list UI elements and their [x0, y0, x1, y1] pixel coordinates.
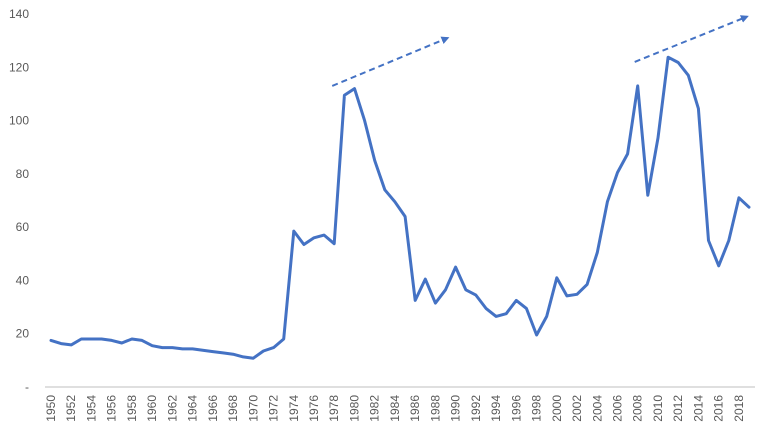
- trend-arrow: [331, 36, 450, 87]
- y-tick-label: 80: [16, 167, 30, 181]
- x-tick-label: 1992: [469, 395, 483, 422]
- x-tick-label: 1950: [44, 395, 58, 422]
- x-tick-label: 2000: [550, 395, 564, 422]
- y-tick-label: 40: [16, 273, 30, 287]
- x-tick-label: 1982: [368, 395, 382, 422]
- x-tick-label: 2004: [590, 395, 604, 422]
- x-tick-label: 1960: [145, 395, 159, 422]
- x-tick-label: 1970: [246, 395, 260, 422]
- x-tick-label: 1994: [489, 395, 503, 422]
- x-tick-label: 1962: [165, 395, 179, 422]
- x-tick-label: 2006: [610, 395, 624, 422]
- y-axis-tick-labels: - 20 40 60 80 100 120 140: [9, 7, 29, 394]
- trend-annotations: [331, 15, 749, 87]
- x-tick-label: 2016: [712, 395, 726, 422]
- series-lines: [49, 55, 751, 360]
- x-tick-label: 2002: [570, 395, 584, 422]
- y-tick-label: -: [25, 380, 29, 394]
- x-tick-label: 1968: [226, 395, 240, 422]
- y-tick-label: 120: [9, 60, 29, 74]
- x-tick-label: 2014: [691, 395, 705, 422]
- x-tick-label: 2012: [671, 395, 685, 422]
- x-tick-label: 1976: [307, 395, 321, 422]
- x-tick-label: 1966: [206, 395, 220, 422]
- series-line: [49, 55, 751, 360]
- x-tick-label: 1964: [186, 395, 200, 422]
- y-tick-label: 60: [16, 220, 30, 234]
- x-tick-label: 1980: [347, 395, 361, 422]
- x-tick-label: 1996: [509, 395, 523, 422]
- x-tick-label: 2008: [631, 395, 645, 422]
- x-tick-label: 1956: [105, 395, 119, 422]
- x-tick-label: 1978: [327, 395, 341, 422]
- x-axis-tick-labels: 1950 1952 1954 1956 1958 1960 1962 1964 1966 1968…: [44, 395, 746, 422]
- x-tick-label: 1990: [449, 395, 463, 422]
- x-tick-label: 1984: [388, 395, 402, 422]
- x-tick-label: 1998: [530, 395, 544, 422]
- x-tick-label: 1986: [408, 395, 422, 422]
- x-tick-label: 1954: [84, 395, 98, 422]
- x-tick-label: 1952: [64, 395, 78, 422]
- y-tick-label: 20: [16, 327, 30, 341]
- x-tick-label: 1974: [287, 395, 301, 422]
- y-tick-label: 100: [9, 114, 29, 128]
- x-tick-label: 1972: [267, 395, 281, 422]
- x-tick-label: 2010: [651, 395, 665, 422]
- y-tick-label: 140: [9, 7, 29, 21]
- x-tick-label: 1988: [428, 395, 442, 422]
- x-tick-label: 2018: [732, 395, 746, 422]
- x-tick-label: 1958: [125, 395, 139, 422]
- trend-arrow: [634, 15, 749, 63]
